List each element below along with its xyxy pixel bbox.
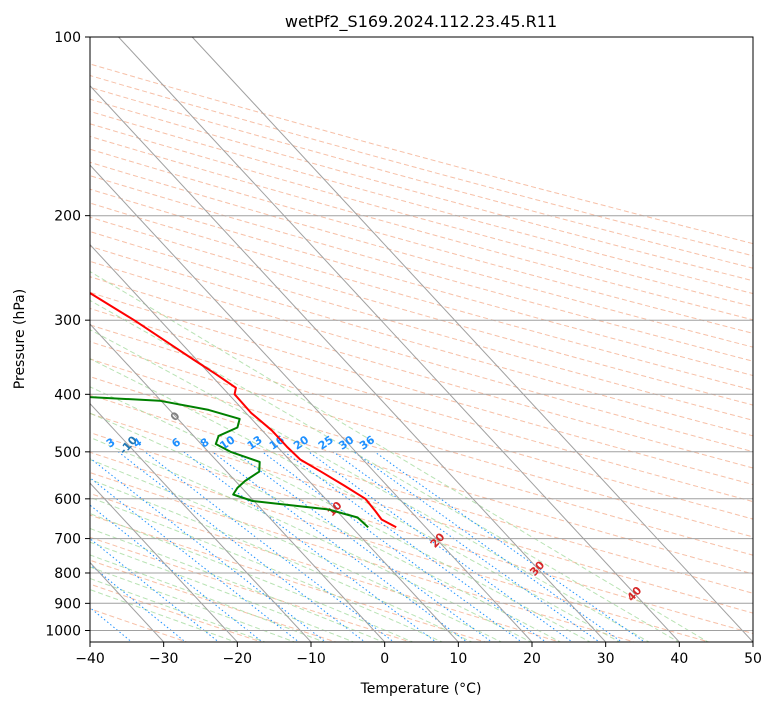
y-tick-label: 200 bbox=[54, 209, 81, 225]
x-tick-label: 20 bbox=[523, 651, 541, 667]
moist-adiabat bbox=[90, 386, 592, 642]
moist-adiabat bbox=[90, 577, 267, 642]
isotherm-line bbox=[90, 243, 459, 642]
moist-adiabat bbox=[90, 478, 473, 642]
y-tick-label: 300 bbox=[54, 313, 81, 329]
mixing-ratio-label: 1 bbox=[9, 435, 23, 450]
dry-adiabat bbox=[90, 260, 753, 453]
dry-adiabat bbox=[90, 341, 753, 538]
x-tick-label: 0 bbox=[380, 651, 389, 667]
dry-adiabat bbox=[90, 216, 753, 406]
mixing-ratio-line bbox=[333, 451, 601, 642]
mixing-ratio-line bbox=[144, 451, 395, 642]
x-axis-title: Temperature (°C) bbox=[360, 681, 482, 697]
mixing-ratio-line bbox=[262, 451, 523, 642]
mixing-ratio-label: 36 bbox=[357, 433, 377, 453]
dry-adiabat bbox=[90, 394, 753, 594]
moist-adiabat bbox=[90, 566, 296, 642]
moist-adiabat bbox=[90, 541, 355, 642]
isotherm-line bbox=[191, 37, 753, 642]
y-tick-label: 900 bbox=[54, 596, 81, 612]
isotherm-line bbox=[90, 402, 312, 642]
x-tick-label: −10 bbox=[296, 651, 326, 667]
isotherm-line bbox=[90, 164, 533, 642]
y-tick-label: 100 bbox=[54, 30, 81, 46]
x-tick-label: 40 bbox=[670, 651, 688, 667]
mixing-ratio-label: 8 bbox=[198, 435, 212, 450]
y-tick-label: 400 bbox=[54, 387, 81, 403]
mixing-ratio-line bbox=[353, 451, 623, 642]
dry-adiabat bbox=[90, 245, 753, 437]
dry-adiabat bbox=[90, 276, 753, 469]
dry-adiabat bbox=[90, 583, 263, 642]
dry-adiabat bbox=[90, 451, 711, 642]
dry-adiabat bbox=[90, 175, 753, 362]
isotherm-line bbox=[90, 85, 607, 642]
moist-adiabat bbox=[90, 270, 709, 642]
temperature-profile bbox=[90, 291, 397, 529]
dewpoint-profile bbox=[90, 396, 369, 529]
dry-adiabat bbox=[90, 231, 753, 421]
y-tick-label: 800 bbox=[54, 566, 81, 582]
mixing-ratio-line bbox=[90, 607, 133, 642]
dry-adiabat bbox=[90, 148, 753, 334]
mixing-ratio-line bbox=[374, 451, 646, 642]
x-tick-label: 30 bbox=[597, 651, 615, 667]
moist-adiabat bbox=[90, 496, 444, 642]
dry-adiabat bbox=[90, 135, 753, 321]
moist-adiabat bbox=[90, 589, 237, 642]
dry-adiabat bbox=[90, 123, 753, 308]
x-tick-label: 50 bbox=[744, 651, 762, 667]
mixing-ratio-label: 6 bbox=[169, 435, 183, 450]
y-tick-label: 1000 bbox=[45, 624, 81, 640]
moist-adiabat bbox=[90, 358, 621, 642]
dry-adiabat bbox=[90, 110, 753, 295]
dry-adiabat bbox=[90, 188, 753, 377]
mixing-ratio-line bbox=[284, 451, 547, 642]
isotherm-line bbox=[90, 482, 238, 642]
x-tick-label: 10 bbox=[449, 651, 467, 667]
moist-adiabat bbox=[90, 412, 562, 642]
y-tick-label: 600 bbox=[54, 492, 81, 508]
mixing-ratio-label: 25 bbox=[316, 433, 336, 452]
dry-adiabat bbox=[90, 358, 753, 556]
dry-adiabat bbox=[90, 307, 753, 503]
x-tick-label: −20 bbox=[223, 651, 253, 667]
isotherm-line bbox=[118, 37, 680, 642]
x-tick-label: −40 bbox=[75, 651, 105, 667]
moist-adiabat bbox=[90, 459, 503, 642]
chart-title: wetPf2_S169.2024.112.23.45.R11 bbox=[285, 12, 557, 32]
mixing-ratio-line bbox=[90, 538, 220, 642]
dry-adiabat bbox=[90, 559, 338, 642]
y-axis-title: Pressure (hPa) bbox=[12, 289, 28, 389]
dry-adiabat bbox=[90, 608, 189, 642]
dry-adiabat bbox=[90, 472, 637, 642]
dry-adiabat bbox=[90, 492, 562, 642]
mixing-ratio-label: 13 bbox=[245, 433, 265, 452]
mixing-ratio-line bbox=[308, 451, 574, 642]
mixing-ratio-line bbox=[183, 451, 437, 642]
moist-adiabat bbox=[90, 329, 651, 642]
isotherm-line bbox=[90, 323, 386, 642]
isotherm-label: -20 bbox=[15, 403, 38, 427]
x-tick-label: −30 bbox=[149, 651, 179, 667]
mixing-ratio-line bbox=[117, 451, 366, 642]
dry-adiabat bbox=[90, 324, 753, 520]
moist-adiabat bbox=[90, 527, 385, 642]
dry-adiabat bbox=[90, 161, 753, 348]
plot-frame bbox=[89, 36, 754, 643]
mixing-ratio-line bbox=[90, 457, 327, 642]
y-tick-label: 500 bbox=[54, 445, 81, 461]
mixing-ratio-label: 20 bbox=[291, 433, 311, 453]
moist-adiabat bbox=[90, 436, 533, 642]
dry-adiabat bbox=[90, 202, 753, 391]
y-tick-label: 700 bbox=[54, 532, 81, 548]
moist-adiabat bbox=[90, 299, 680, 642]
